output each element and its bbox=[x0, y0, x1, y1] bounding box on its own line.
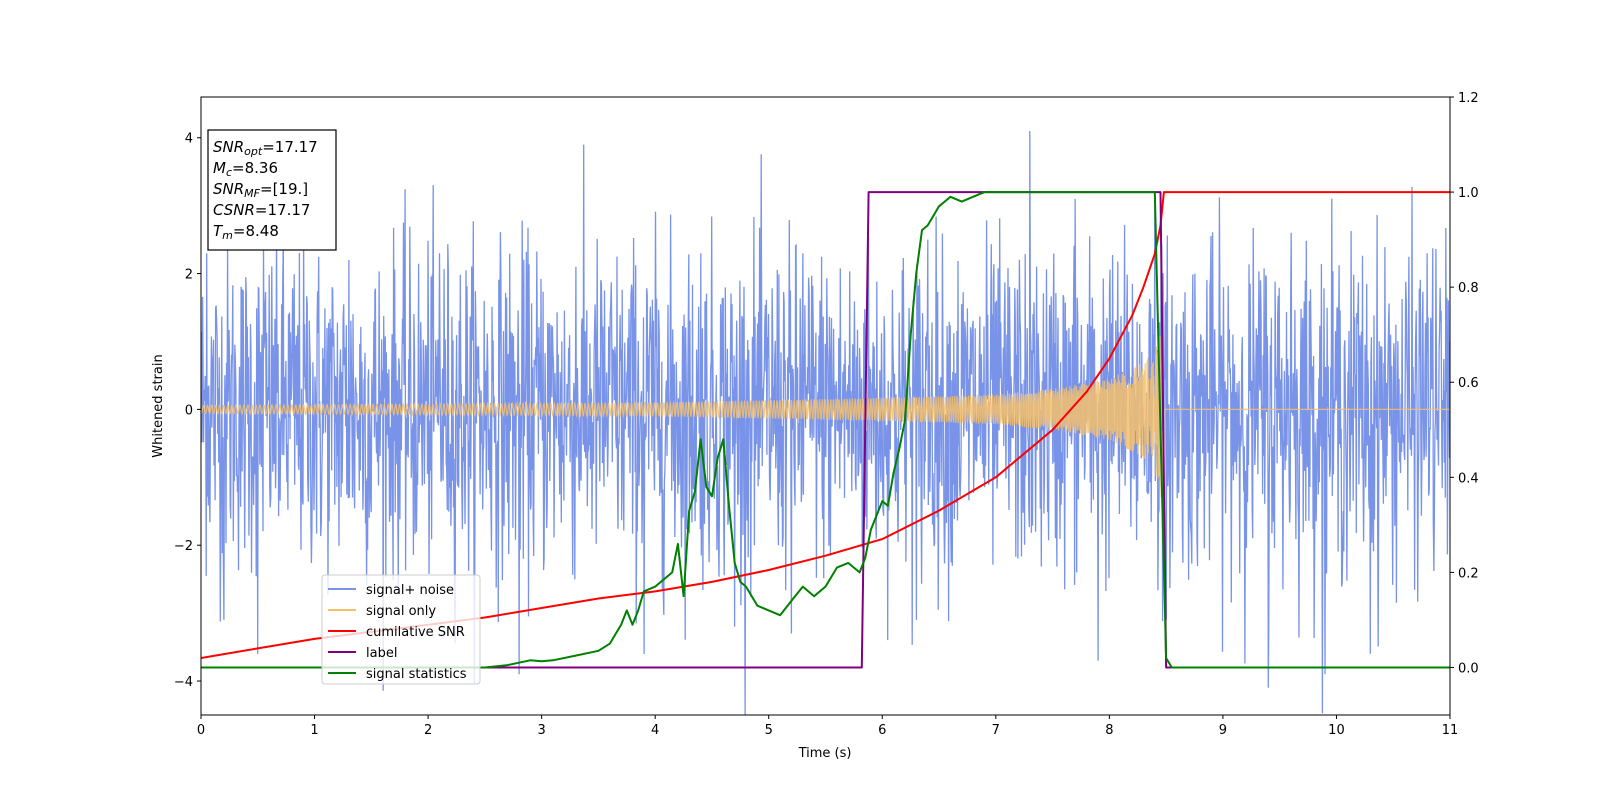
y2-tick-label: 0.8 bbox=[1458, 281, 1479, 296]
x-tick-label: 0 bbox=[197, 723, 205, 738]
y2-tick-label: 0.2 bbox=[1458, 566, 1479, 581]
x-tick-label: 1 bbox=[310, 723, 318, 738]
legend: signal+ noise signal only cumilative SNR la… bbox=[321, 574, 481, 685]
legend-label: label bbox=[366, 646, 397, 661]
info-line: SNRMF=[19.] bbox=[213, 180, 308, 200]
x-tick-label: 9 bbox=[1219, 723, 1227, 738]
x-tick-label: 8 bbox=[1105, 723, 1113, 738]
x-tick-label: 11 bbox=[1442, 723, 1459, 738]
legend-label: signal only bbox=[366, 604, 436, 619]
y2-tick-label: 0.4 bbox=[1458, 471, 1479, 486]
x-tick-label: 2 bbox=[424, 723, 432, 738]
y-tick-label: 0 bbox=[185, 403, 193, 418]
legend-label: signal+ noise bbox=[366, 583, 454, 598]
y-tick-label: −4 bbox=[174, 675, 193, 690]
plot-frame bbox=[200, 96, 1451, 716]
legend-label: cumilative SNR bbox=[366, 625, 465, 640]
x-tick-label: 7 bbox=[992, 723, 1000, 738]
y-axis-right: 0.0 0.2 0.4 0.6 0.8 1.0 1.2 bbox=[1450, 91, 1479, 676]
info-box-frame bbox=[207, 129, 337, 251]
info-line: Mc=8.36 bbox=[213, 159, 278, 179]
signal-only-line bbox=[201, 336, 1450, 536]
x-tick-label: 6 bbox=[878, 723, 886, 738]
y2-tick-label: 0.6 bbox=[1458, 376, 1479, 391]
y-tick-label: 4 bbox=[185, 132, 193, 147]
signal-only-series bbox=[201, 336, 1450, 536]
info-line: SNRopt=17.17 bbox=[213, 138, 318, 158]
info-box: SNRopt=17.17Mc=8.36SNRMF=[19.]CSNR=17.17… bbox=[207, 129, 337, 251]
x-tick-label: 4 bbox=[651, 723, 659, 738]
y2-tick-label: 1.2 bbox=[1458, 91, 1479, 106]
x-tick-label: 10 bbox=[1328, 723, 1345, 738]
legend-label: signal statistics bbox=[366, 667, 467, 682]
y2-tick-label: 0.0 bbox=[1458, 661, 1479, 676]
y-axis-label: Whitened strain bbox=[151, 354, 166, 457]
legend-frame bbox=[321, 574, 481, 685]
x-axis: 0 1 2 3 4 5 6 7 8 9 10 11 bbox=[197, 715, 1458, 738]
x-axis-label: Time (s) bbox=[798, 746, 852, 761]
x-tick-label: 5 bbox=[765, 723, 773, 738]
x-tick-label: 3 bbox=[537, 723, 545, 738]
y-tick-label: −2 bbox=[174, 539, 193, 554]
y2-tick-label: 1.0 bbox=[1458, 186, 1479, 201]
info-line: CSNR=17.17 bbox=[213, 201, 310, 219]
y-tick-label: 2 bbox=[185, 268, 193, 283]
y-axis-left: −4 −2 0 2 4 bbox=[174, 132, 201, 690]
signal-statistics-line bbox=[201, 191, 1450, 669]
info-line: Tm=8.48 bbox=[213, 222, 279, 242]
